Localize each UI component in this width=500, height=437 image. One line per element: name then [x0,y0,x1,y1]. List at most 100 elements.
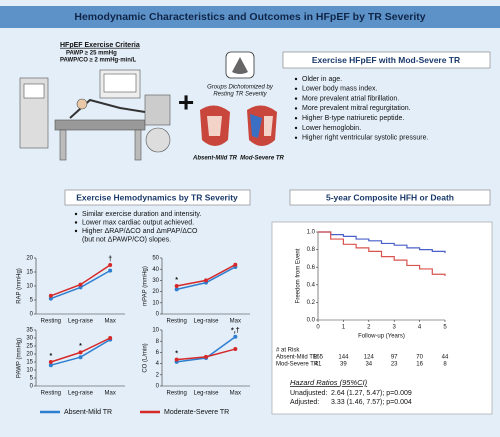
data-point [204,354,208,359]
exercise-equipment [19,69,171,161]
at-risk-count: 124 [364,355,375,361]
x-tick-label: Resting [166,319,186,325]
data-point [108,268,113,273]
group-label: Absent-Mild TR [192,156,238,162]
data-point [48,360,53,364]
at-risk-count: 44 [442,355,449,361]
data-point [48,293,53,298]
at-risk-count: 23 [391,362,398,368]
y-tick-label: 6 [156,350,160,356]
findings-list: Older in age. Lower body mass index. More … [294,76,428,142]
bullet-dot [74,221,78,224]
annotation: † [108,256,112,263]
x-tick-label: 0 [316,325,320,331]
at-risk-count: 41 [315,362,322,368]
y-axis-title: Freedom from Event [296,248,302,303]
at-risk-group: Absent-Mild TR [276,355,318,361]
y-tick-label: 30 [26,336,33,342]
data-point [233,347,238,352]
heart-icons [200,105,277,146]
x-tick-label: Leg-raise [68,319,94,325]
at-risk-count: 39 [340,362,347,368]
y-axis-title: RAP (mmHg) [17,268,23,304]
bullet-dot [294,117,298,120]
y-tick-label: 0.0 [307,318,316,324]
at-risk-count: 34 [365,362,372,368]
y-tick-label: 0.4 [307,282,316,288]
bullet-dot [294,77,298,81]
finding-text: Lower hemoglobin. [302,125,361,132]
data-point [108,263,113,267]
hazard-value: 2.64 (1.27, 5.47); p=0.009 [331,390,412,397]
annotation: * [175,351,178,358]
at-risk-count: 165 [313,355,324,361]
finding-text: More prevalent mitral regurgitation. [302,105,411,112]
findings-title: Exercise HFpEF with Mod-Severe TR [312,55,460,65]
x-axis-title: Follow-up (Years) [358,334,405,340]
y-axis-title: mPAP (mmHg) [143,266,149,306]
data-point [204,278,208,283]
title: Hemodynamic Characteristics and Outcomes… [74,11,425,23]
group-label: Mod-Severe TR [240,156,284,162]
bullet-dot [294,126,298,130]
survival-curve [318,231,446,276]
at-risk-count: 97 [391,355,398,361]
data-point [78,350,83,355]
exercise-text: Similar exercise duration and intensity. [82,211,201,218]
bullet-dot [294,87,298,91]
data-point [233,262,238,267]
data-point [233,334,238,339]
groups-caption: Resting TR Severity [213,92,267,98]
annotation: * [175,277,178,284]
data-point [78,282,83,287]
data-point [78,285,83,290]
y-tick-label: 10 [152,328,159,334]
y-tick-label: 25 [26,344,33,350]
y-tick-label: 0 [30,312,34,318]
y-tick-label: 10 [26,284,33,290]
bullet-dot [294,107,298,110]
x-tick-label: Max [104,391,115,397]
x-tick-label: Leg-raise [68,391,94,397]
y-tick-label: 0.8 [307,247,316,253]
hazard-label: Unadjusted: [290,390,327,397]
y-tick-label: 35 [26,328,33,334]
annotation: * [49,353,52,360]
at-risk-count: 16 [416,362,423,368]
plus-sign: + [178,86,194,117]
data-point [48,296,53,301]
y-tick-label: 50 [152,256,159,262]
y-tick-label: 0 [156,312,160,318]
annotation: *,† [231,328,240,335]
legend-label: Absent-Mild TR [64,409,112,416]
y-tick-label: 0.2 [307,300,316,306]
echo-icon [225,51,255,79]
bullet-dot [294,136,298,139]
y-tick-label: 0.6 [307,265,316,271]
x-tick-label: 5 [443,325,447,331]
data-point [48,363,53,368]
x-tick-label: Max [230,319,241,325]
y-tick-label: 5 [30,376,34,382]
y-tick-label: 8 [156,339,160,345]
x-tick-label: Resting [41,319,61,325]
y-tick-label: 20 [26,352,33,358]
data-point [174,357,179,362]
finding-text: Higher B-type natriuretic peptide. [302,115,404,122]
y-tick-label: 30 [152,278,159,284]
y-tick-label: 5 [30,298,34,304]
at-risk-count: 70 [416,355,423,361]
exercise-list: Similar exercise duration and intensity.… [74,211,201,243]
exercise-header-box [64,189,251,206]
findings-header-box [282,51,491,69]
y-tick-label: 40 [152,267,159,273]
finding-text: Lower body mass index. [302,86,378,93]
legend-label: Moderate-Severe TR [164,409,229,416]
x-tick-label: Leg-raise [193,319,219,325]
x-tick-label: Max [230,391,241,397]
at-risk-group: Mod-Severe TR [276,362,319,368]
annotation: * [79,343,82,350]
hazard-value: 3.33 (1.46, 7.57); p=0.004 [331,399,412,406]
criteria-line: PAWP/CO ≥ 2 mmHg·min/L [60,58,137,64]
data-point [174,287,179,292]
